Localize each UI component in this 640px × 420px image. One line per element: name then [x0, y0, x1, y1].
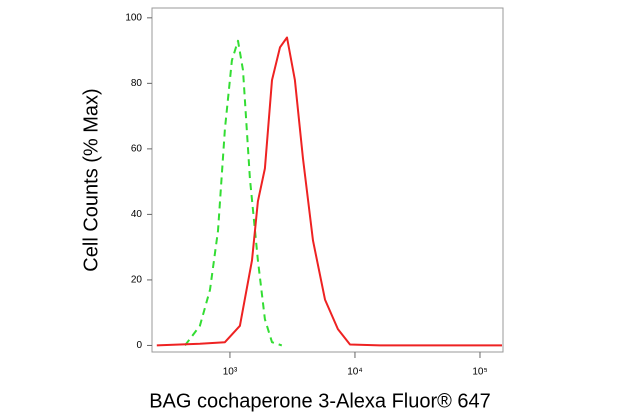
y-axis-title: Cell Counts (% Max): [80, 88, 102, 271]
y-tick-label: 40: [131, 209, 143, 220]
y-tick-label: 0: [136, 340, 142, 351]
x-axis-title: BAG cochaperone 3-Alexa Fluor® 647: [149, 390, 491, 412]
x-tick-label: 10³: [223, 367, 238, 378]
y-tick-label: 80: [131, 78, 143, 89]
plot-frame: [151, 7, 504, 353]
series-line: [156, 36, 502, 347]
y-tick-label: 100: [125, 12, 142, 23]
y-tick-label: 20: [131, 275, 143, 286]
series-line: [184, 39, 283, 347]
x-tick-label: 10⁴: [347, 367, 362, 378]
y-tick-label: 60: [131, 144, 143, 155]
x-tick-label: 10⁵: [472, 367, 487, 378]
